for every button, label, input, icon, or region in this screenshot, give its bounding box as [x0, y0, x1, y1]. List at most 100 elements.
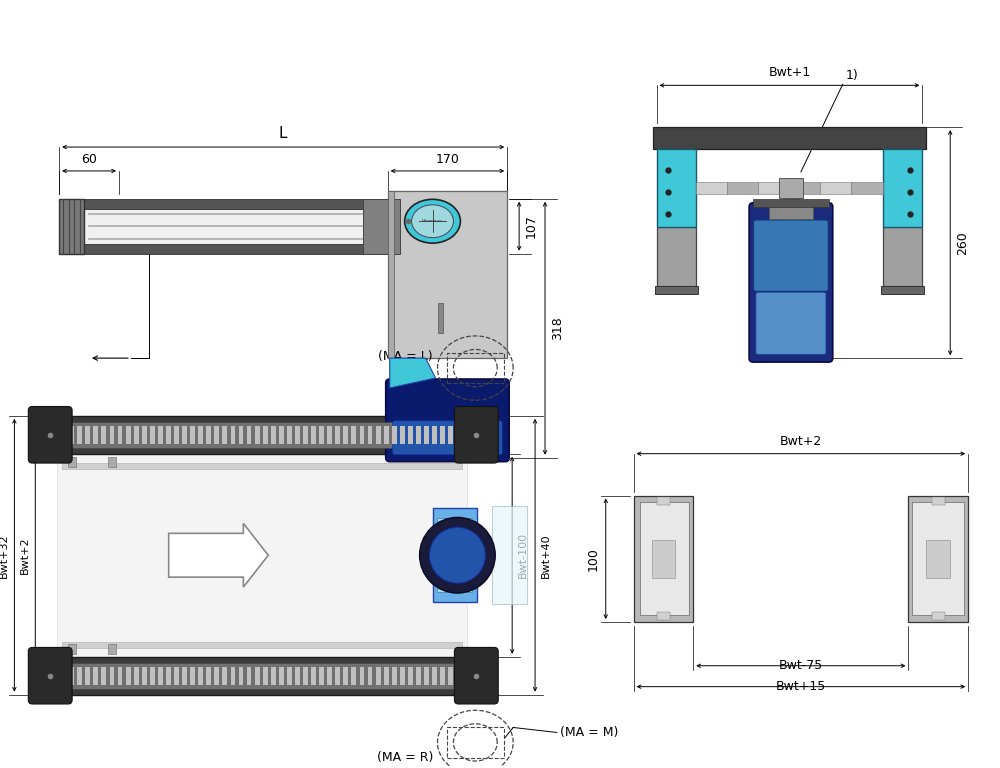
- Bar: [271, 425, 276, 444]
- Bar: [110, 667, 114, 684]
- Bar: [883, 149, 922, 227]
- Text: 170: 170: [436, 153, 459, 166]
- Bar: [239, 667, 243, 684]
- Bar: [69, 667, 74, 684]
- Bar: [456, 667, 461, 684]
- Bar: [926, 540, 950, 578]
- Bar: [327, 425, 332, 444]
- Bar: [85, 425, 90, 444]
- Bar: [142, 667, 147, 684]
- Bar: [303, 425, 308, 444]
- Bar: [108, 644, 116, 654]
- Bar: [61, 425, 66, 444]
- Bar: [319, 667, 324, 684]
- Bar: [150, 667, 155, 684]
- Bar: [820, 182, 851, 194]
- Bar: [657, 612, 670, 620]
- Bar: [696, 182, 727, 194]
- Bar: [335, 425, 340, 444]
- Text: (MA = L): (MA = L): [378, 349, 433, 362]
- Bar: [166, 425, 171, 444]
- Bar: [263, 425, 268, 444]
- Bar: [424, 667, 429, 684]
- Bar: [727, 182, 758, 194]
- Bar: [93, 667, 98, 684]
- Bar: [448, 667, 453, 684]
- Bar: [85, 667, 90, 684]
- Bar: [433, 508, 477, 602]
- Bar: [657, 227, 696, 286]
- Text: Bwt+1: Bwt+1: [768, 66, 811, 79]
- FancyBboxPatch shape: [756, 293, 826, 354]
- Bar: [440, 425, 445, 444]
- FancyBboxPatch shape: [454, 406, 498, 463]
- Bar: [376, 667, 381, 684]
- Bar: [440, 667, 445, 684]
- Bar: [279, 425, 284, 444]
- Bar: [222, 425, 227, 444]
- Text: 107: 107: [525, 214, 538, 238]
- Bar: [231, 667, 235, 684]
- Text: Bwt+32: Bwt+32: [0, 533, 8, 578]
- Bar: [108, 457, 116, 467]
- Bar: [392, 667, 397, 684]
- Bar: [758, 182, 789, 194]
- Bar: [287, 667, 292, 684]
- Bar: [68, 644, 76, 654]
- Bar: [61, 667, 66, 684]
- Bar: [376, 425, 381, 444]
- Text: Bwt+2: Bwt+2: [20, 536, 30, 574]
- Bar: [134, 667, 139, 684]
- Bar: [912, 502, 964, 615]
- Bar: [388, 191, 394, 358]
- Bar: [438, 303, 443, 333]
- Bar: [118, 667, 122, 684]
- Bar: [311, 425, 316, 444]
- FancyBboxPatch shape: [28, 406, 72, 463]
- Bar: [214, 667, 219, 684]
- Bar: [198, 425, 203, 444]
- Bar: [255, 667, 260, 684]
- Bar: [932, 498, 945, 505]
- Bar: [851, 182, 883, 194]
- Bar: [206, 425, 211, 444]
- FancyBboxPatch shape: [386, 379, 509, 462]
- Text: Bwt+15: Bwt+15: [776, 680, 826, 693]
- Bar: [68, 457, 76, 467]
- Bar: [360, 425, 364, 444]
- Text: 100: 100: [587, 547, 600, 571]
- Bar: [392, 425, 397, 444]
- Bar: [492, 506, 527, 604]
- Bar: [69, 425, 74, 444]
- Circle shape: [420, 518, 495, 593]
- Text: (MA = R): (MA = R): [377, 751, 434, 764]
- Text: Bwt+2: Bwt+2: [780, 435, 822, 448]
- Bar: [351, 667, 356, 684]
- Bar: [110, 425, 114, 444]
- Bar: [368, 667, 372, 684]
- Bar: [783, 194, 799, 219]
- Bar: [93, 425, 98, 444]
- Bar: [101, 667, 106, 684]
- FancyBboxPatch shape: [28, 647, 72, 704]
- Bar: [101, 425, 106, 444]
- Bar: [77, 667, 82, 684]
- Bar: [634, 495, 693, 622]
- Bar: [263, 667, 268, 684]
- Bar: [384, 425, 389, 444]
- Bar: [255, 425, 260, 444]
- Ellipse shape: [412, 205, 453, 237]
- Bar: [437, 518, 472, 592]
- Bar: [174, 667, 179, 684]
- Bar: [118, 425, 122, 444]
- Bar: [158, 425, 163, 444]
- Bar: [657, 149, 696, 227]
- Bar: [198, 667, 203, 684]
- Bar: [190, 667, 195, 684]
- Text: 60: 60: [81, 153, 97, 166]
- Bar: [388, 191, 507, 358]
- Bar: [319, 425, 324, 444]
- Bar: [62, 642, 462, 648]
- Bar: [343, 667, 348, 684]
- Bar: [84, 243, 388, 253]
